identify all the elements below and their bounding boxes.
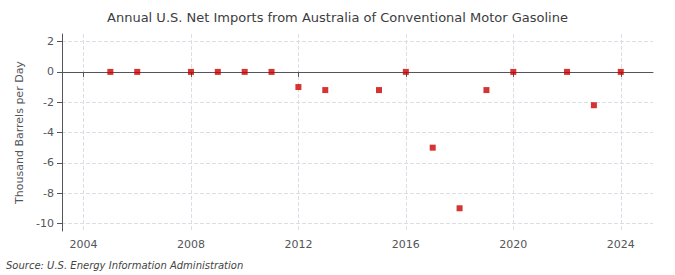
svg-text:-4: -4 [43,126,54,139]
svg-text:2008: 2008 [177,238,205,251]
svg-text:-6: -6 [43,156,54,169]
svg-text:-2: -2 [43,96,54,109]
svg-text:2020: 2020 [499,238,527,251]
svg-text:Annual U.S. Net Imports from A: Annual U.S. Net Imports from Australia o… [107,10,568,25]
svg-text:0: 0 [47,65,54,78]
svg-text:-10: -10 [36,217,54,230]
svg-text:2024: 2024 [607,238,635,251]
svg-text:2004: 2004 [69,238,97,251]
svg-text:2016: 2016 [392,238,420,251]
svg-text:Thousand Barrels per Day: Thousand Barrels per Day [13,61,26,205]
svg-text:-8: -8 [43,187,54,200]
svg-text:Source: U.S. Energy Informatio: Source: U.S. Energy Information Administ… [6,260,243,271]
svg-text:2: 2 [47,35,54,48]
svg-text:2012: 2012 [284,238,312,251]
